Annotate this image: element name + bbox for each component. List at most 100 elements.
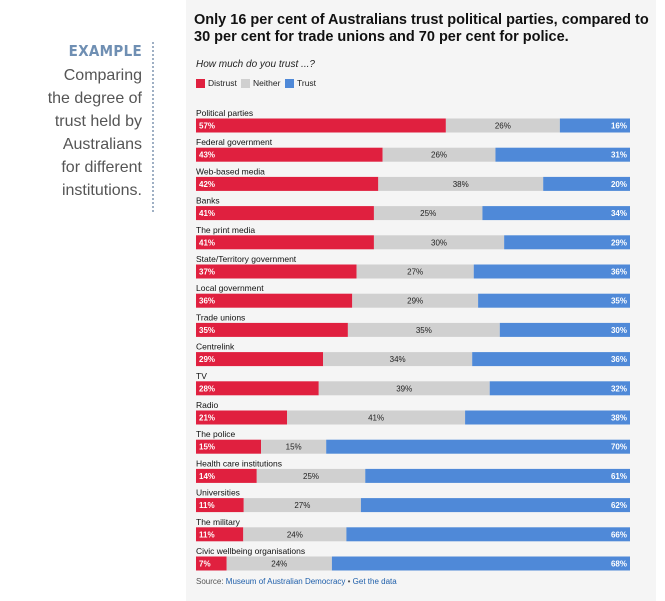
category-label-radio: Radio	[196, 400, 218, 410]
bar-distrust-state-territory-government	[196, 264, 357, 279]
bar-neither-health-care-institutions	[256, 468, 366, 483]
bar-trust-centrelink	[472, 352, 630, 367]
bar-distrust-tv	[196, 381, 319, 396]
value-label-distrust-the-print-media: 41%	[199, 238, 215, 247]
value-label-neither-the-print-media: 30%	[431, 238, 447, 247]
value-label-trust-health-care-institutions: 61%	[611, 472, 627, 481]
value-label-neither-radio: 41%	[368, 414, 384, 423]
bar-trust-trade-unions	[499, 322, 630, 337]
bar-distrust-web-based-media	[196, 176, 379, 191]
value-label-trust-tv: 32%	[611, 384, 627, 393]
bar-trust-local-government	[478, 293, 630, 308]
value-label-trust-the-print-media: 29%	[611, 238, 627, 247]
category-label-banks: Banks	[196, 196, 220, 206]
legend-label-trust: Trust	[297, 78, 317, 88]
value-label-trust-radio: 38%	[611, 414, 627, 423]
bar-distrust-health-care-institutions	[196, 468, 257, 483]
value-label-neither-the-military: 24%	[287, 530, 303, 539]
bar-neither-the-print-media	[373, 235, 505, 250]
value-label-trust-civic-wellbeing-organisations: 68%	[611, 560, 627, 569]
value-label-neither-universities: 27%	[294, 501, 310, 510]
legend-item-trust: Trust	[285, 78, 316, 88]
bar-distrust-civic-wellbeing-organisations	[196, 556, 227, 571]
value-label-distrust-universities: 11%	[199, 501, 215, 510]
bar-neither-banks	[373, 206, 483, 221]
category-label-the-print-media: The print media	[196, 225, 255, 235]
source-prefix: Source:	[196, 577, 226, 586]
legend-item-distrust: Distrust	[196, 78, 237, 88]
bar-distrust-the-military	[196, 527, 244, 542]
value-label-trust-banks: 34%	[611, 209, 627, 218]
bar-neither-radio	[287, 410, 466, 425]
bar-trust-banks	[482, 206, 630, 221]
value-label-trust-local-government: 35%	[611, 297, 627, 306]
value-label-distrust-state-territory-government: 37%	[199, 268, 215, 277]
value-label-neither-banks: 25%	[420, 209, 436, 218]
value-label-neither-local-government: 29%	[407, 297, 423, 306]
value-label-neither-health-care-institutions: 25%	[303, 472, 319, 481]
value-label-distrust-tv: 28%	[199, 384, 215, 393]
value-label-neither-tv: 39%	[396, 384, 412, 393]
category-label-centrelink: Centrelink	[196, 342, 235, 352]
value-label-distrust-the-police: 15%	[199, 443, 215, 452]
bar-neither-centrelink	[323, 352, 473, 367]
bar-neither-trade-unions	[347, 322, 500, 337]
bar-neither-web-based-media	[378, 176, 544, 191]
bar-distrust-political-parties	[196, 118, 446, 133]
legend-item-neither: Neither	[241, 78, 280, 88]
bar-neither-tv	[318, 381, 490, 396]
value-label-neither-political-parties: 26%	[495, 122, 511, 131]
bar-distrust-universities	[196, 498, 244, 513]
sidebar-text: Comparing the degree of trust held by Au…	[47, 67, 142, 199]
bar-distrust-banks	[196, 206, 374, 221]
value-label-distrust-federal-government: 43%	[199, 151, 215, 160]
category-label-web-based-media: Web-based media	[196, 166, 265, 176]
category-label-the-military: The military	[196, 517, 241, 527]
value-label-distrust-political-parties: 57%	[199, 122, 215, 131]
bar-trust-state-territory-government	[473, 264, 630, 279]
legend-swatch-distrust	[196, 78, 205, 88]
bar-neither-political-parties	[445, 118, 560, 133]
bar-distrust-the-police	[196, 439, 262, 454]
legend-swatch-trust	[285, 78, 294, 88]
chart-title: Only 16 per cent of Australians trust po…	[194, 12, 649, 45]
bar-neither-the-police	[261, 439, 327, 454]
bar-distrust-centrelink	[196, 352, 324, 367]
chart-subtitle: How much do you trust ...?	[196, 59, 315, 70]
bar-neither-state-territory-government	[356, 264, 474, 279]
value-label-distrust-health-care-institutions: 14%	[199, 472, 215, 481]
bar-distrust-radio	[196, 410, 288, 425]
legend-label-distrust: Distrust	[208, 78, 237, 88]
bar-trust-the-police	[326, 439, 630, 454]
source-link-get-data[interactable]: Get the data	[352, 577, 397, 586]
bar-neither-federal-government	[382, 147, 496, 162]
value-label-distrust-civic-wellbeing-organisations: 7%	[199, 560, 211, 569]
value-label-trust-trade-unions: 30%	[611, 326, 627, 335]
value-label-neither-federal-government: 26%	[431, 151, 447, 160]
source-line: Source: Museum of Australian Democracy •…	[196, 577, 397, 586]
value-label-trust-centrelink: 36%	[611, 355, 627, 364]
bar-neither-civic-wellbeing-organisations	[226, 556, 332, 571]
bar-distrust-the-print-media	[196, 235, 374, 250]
value-label-trust-web-based-media: 20%	[611, 180, 627, 189]
value-label-trust-federal-government: 31%	[611, 151, 627, 160]
value-label-neither-web-based-media: 38%	[453, 180, 469, 189]
value-label-trust-the-military: 66%	[611, 530, 627, 539]
bar-trust-the-print-media	[504, 235, 630, 250]
bar-trust-health-care-institutions	[365, 468, 630, 483]
value-label-neither-trade-unions: 35%	[416, 326, 432, 335]
source-link-museum[interactable]: Museum of Australian Democracy	[225, 577, 346, 586]
bar-trust-civic-wellbeing-organisations	[331, 556, 630, 571]
bar-neither-the-military	[243, 527, 347, 542]
bar-neither-local-government	[352, 293, 479, 308]
sidebar-heading: EXAMPLE	[68, 42, 142, 60]
value-label-neither-state-territory-government: 27%	[407, 268, 423, 277]
value-label-neither-civic-wellbeing-organisations: 24%	[271, 560, 287, 569]
legend-swatch-neither	[241, 78, 250, 88]
value-label-trust-political-parties: 16%	[611, 122, 627, 131]
sidebar-divider	[152, 42, 154, 212]
legend-label-neither: Neither	[253, 78, 281, 88]
bar-trust-the-military	[346, 527, 630, 542]
value-label-distrust-trade-unions: 35%	[199, 326, 215, 335]
value-label-distrust-the-military: 11%	[199, 530, 215, 539]
